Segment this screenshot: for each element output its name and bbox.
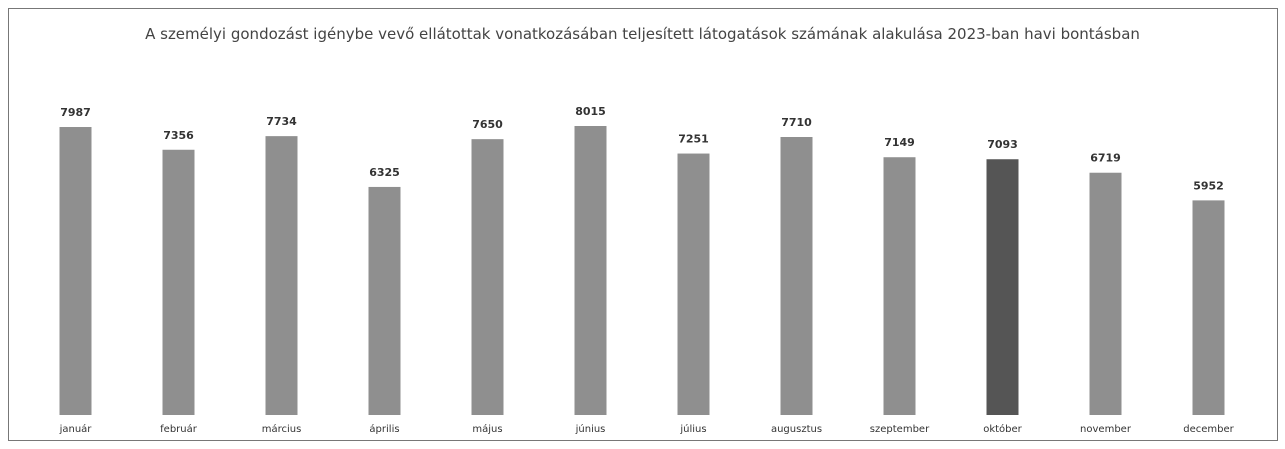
x-tick-label: május: [472, 423, 502, 435]
x-tick-label: január: [59, 423, 93, 435]
x-tick-label: június: [575, 423, 606, 435]
bar: [471, 139, 504, 415]
data-label: 6719: [1090, 152, 1121, 165]
bar: [677, 153, 710, 415]
bar: [883, 157, 916, 415]
data-label: 5952: [1193, 179, 1224, 192]
x-tick-label: december: [1183, 424, 1234, 435]
x-tick-label: április: [369, 423, 399, 435]
bar: [1192, 200, 1225, 415]
data-label: 7650: [472, 118, 503, 131]
data-label: 7710: [781, 116, 812, 129]
bar: [162, 149, 195, 415]
data-label: 7734: [266, 115, 297, 128]
x-tick-label: február: [160, 423, 198, 435]
x-tick-label: szeptember: [870, 424, 930, 435]
x-tick-label: augusztus: [771, 424, 822, 435]
data-label: 7149: [884, 136, 915, 149]
x-tick-label: július: [679, 423, 706, 435]
data-label: 7251: [678, 133, 709, 146]
bar: [1089, 172, 1122, 415]
chart-title: A személyi gondozást igénybe vevő elláto…: [145, 25, 1140, 43]
bar: [780, 136, 813, 415]
data-label: 7987: [60, 106, 91, 119]
data-label: 6325: [369, 166, 400, 179]
bar: [265, 136, 298, 415]
x-tick-label: november: [1080, 424, 1132, 435]
data-label: 8015: [575, 105, 606, 118]
bar: [574, 126, 607, 415]
data-label: 7093: [987, 138, 1018, 151]
x-tick-label: október: [983, 423, 1022, 435]
bar: [59, 127, 92, 415]
chart-frame: [8, 8, 1278, 441]
bar: [986, 159, 1019, 415]
bar: [368, 186, 401, 415]
data-label: 7356: [163, 129, 194, 142]
x-tick-label: március: [262, 423, 302, 435]
